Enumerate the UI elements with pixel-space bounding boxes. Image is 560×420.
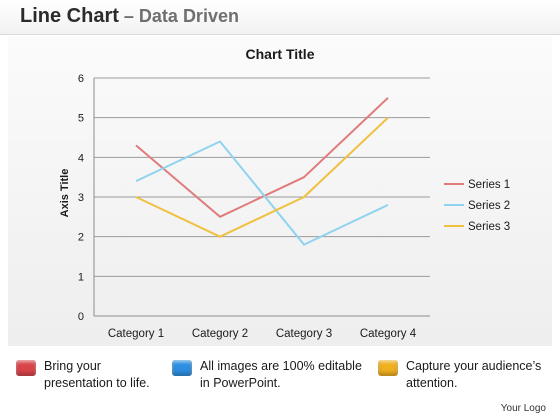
y-tick-label: 6 [78, 73, 84, 85]
footer-text-1: Bring your presentation to life. [44, 358, 150, 392]
footer-text-2-line1: All images are 100% editable [200, 359, 362, 373]
y-tick-label: 3 [78, 192, 84, 204]
footer-text-1-line1: Bring your [44, 359, 101, 373]
line-chart: Chart Title 0 1 2 3 4 5 6 Category 1 Category 2 C… [59, 46, 510, 340]
legend-label: Series 2 [468, 200, 510, 212]
yellow-square-icon [378, 360, 398, 376]
series-line-2 [135, 140, 389, 246]
footer-text-1-line2: presentation to life. [44, 376, 150, 390]
logo-text: Your Logo [500, 403, 546, 414]
footer-item-3: Capture your audience’s attention. [378, 358, 541, 392]
legend-label: Series 3 [468, 221, 510, 233]
y-tick-label: 4 [78, 152, 84, 164]
series-line-3 [135, 116, 389, 238]
title-sub: Data Driven [138, 6, 239, 26]
title-main: Line Chart [20, 5, 119, 27]
title-separator: – [118, 6, 139, 26]
x-tick-label: Category 4 [360, 328, 417, 340]
footer-item-2: All images are 100% editable in PowerPoi… [172, 358, 362, 392]
y-tick-label: 2 [78, 232, 84, 244]
header-divider [0, 34, 560, 35]
chart-area: Chart Title 0 1 2 3 4 5 6 Category 1 Category 2 C… [8, 36, 552, 346]
footer-text-3: Capture your audience’s attention. [406, 358, 541, 392]
red-square-icon [16, 360, 36, 376]
x-tick-label: Category 1 [108, 328, 164, 340]
footer-item-1: Bring your presentation to life. [16, 358, 150, 392]
x-tick-label: Category 3 [276, 328, 332, 340]
y-axis-title: Axis Title [59, 169, 71, 218]
y-tick-label: 0 [78, 311, 84, 323]
footer-text-2-line2: in PowerPoint. [200, 376, 281, 390]
page-title: Line Chart – Data Driven [20, 5, 239, 28]
header-bar: Line Chart – Data Driven [0, 0, 560, 34]
x-tick-label: Category 2 [192, 328, 248, 340]
footer-text-3-line1: Capture your audience’s [406, 359, 542, 373]
chart-title: Chart Title [246, 46, 315, 62]
footer-text-2: All images are 100% editable in PowerPoi… [200, 358, 362, 392]
footer-text-3-line2: attention. [406, 376, 458, 390]
y-tick-label: 5 [78, 113, 84, 125]
y-tick-label: 1 [78, 271, 84, 283]
legend-label: Series 1 [468, 179, 510, 191]
series-line-1 [135, 97, 389, 218]
blue-square-icon [172, 360, 192, 376]
